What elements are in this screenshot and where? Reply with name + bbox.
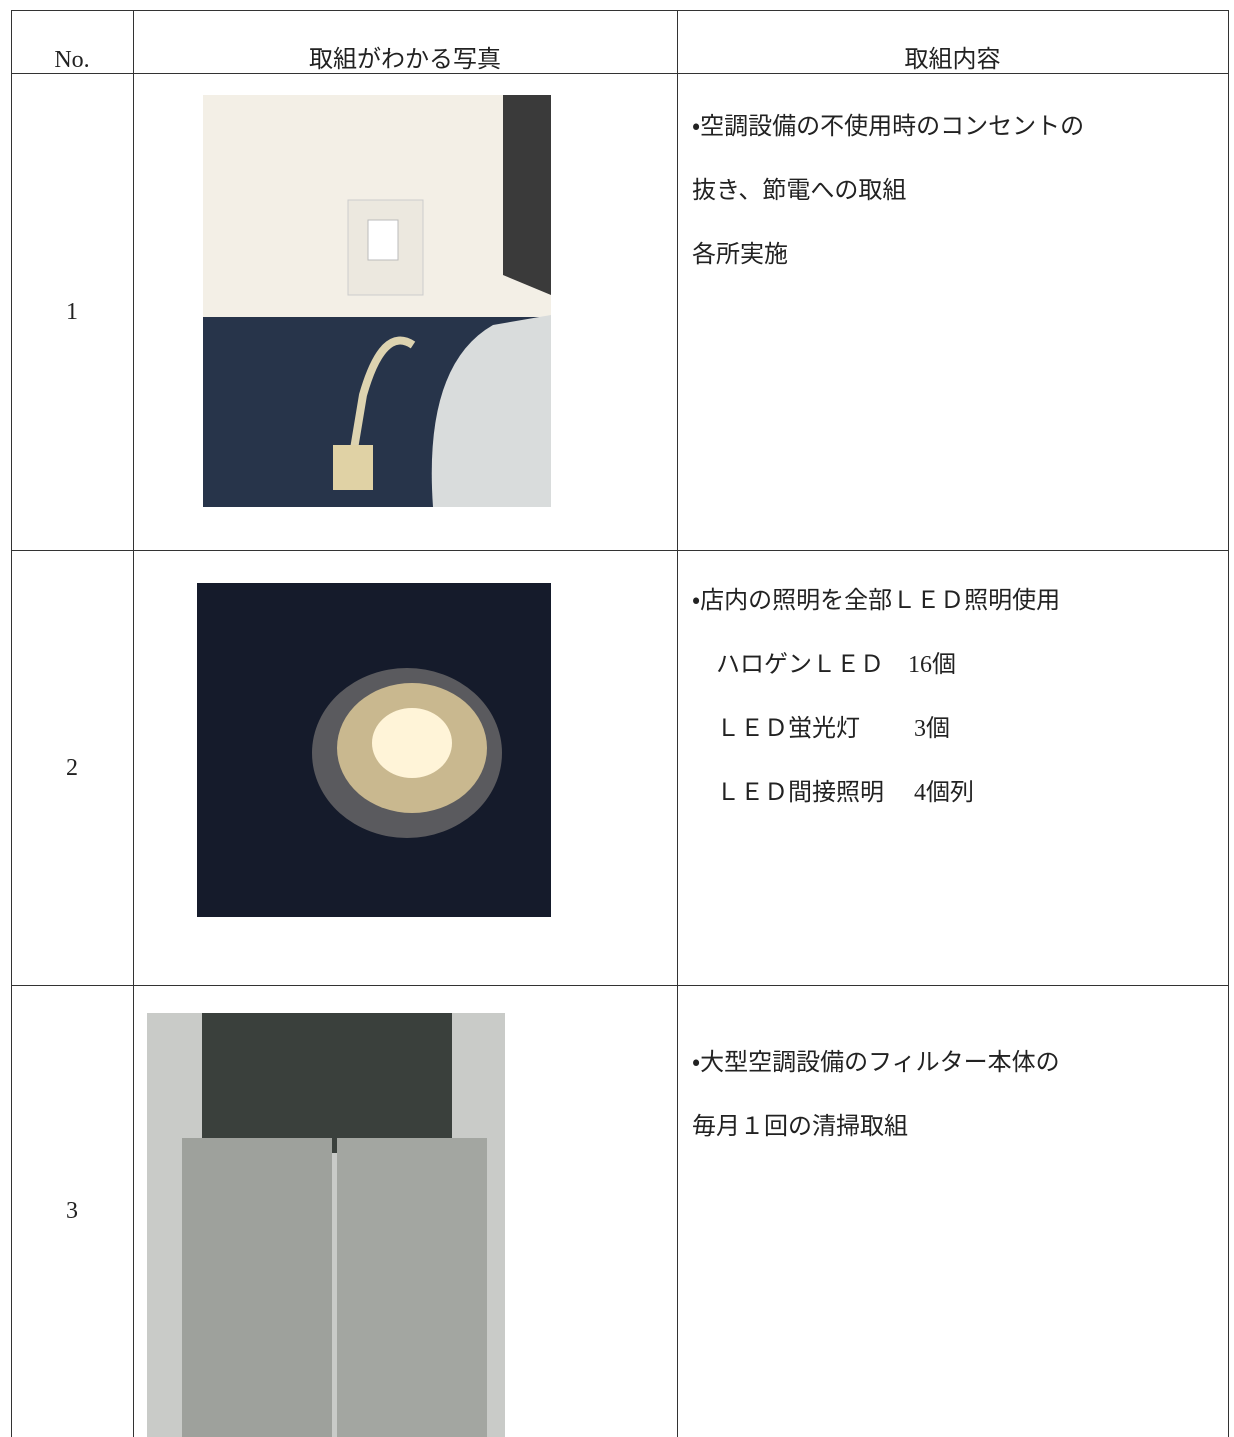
row-number: 2 bbox=[66, 754, 78, 781]
content-line: ・空調設備の不使用時のコンセントの bbox=[692, 114, 1085, 140]
content-line: 毎月１回の清掃取組 bbox=[692, 1114, 908, 1140]
content-line: ＬＥＤ蛍光灯 3個 bbox=[692, 716, 950, 742]
border bbox=[11, 985, 1228, 986]
photo-filters bbox=[147, 1013, 505, 1437]
photo-outlet bbox=[203, 95, 551, 507]
border bbox=[11, 10, 12, 1437]
border bbox=[1228, 10, 1229, 1437]
content-line: 各所実施 bbox=[692, 242, 788, 268]
content-line: 抜き、節電への取組 bbox=[692, 178, 907, 204]
header-cell: 取組がわかる写真 bbox=[309, 47, 501, 73]
border bbox=[677, 10, 678, 1437]
row-number: 1 bbox=[66, 298, 78, 325]
border bbox=[11, 550, 1228, 551]
border bbox=[11, 10, 1228, 11]
content-line: ・大型空調設備のフィルター本体の bbox=[692, 1050, 1060, 1076]
border bbox=[133, 10, 134, 1437]
content-line: ・店内の照明を全部ＬＥＤ照明使用 bbox=[692, 588, 1061, 614]
content-line: ＬＥＤ間接照明 4個列 bbox=[692, 780, 974, 806]
photo-led bbox=[197, 583, 551, 917]
row-number: 3 bbox=[66, 1198, 78, 1224]
header-cell: 取組内容 bbox=[904, 47, 1001, 73]
content-line: ハロゲンＬＥＤ 16個 bbox=[692, 652, 956, 678]
header-cell: No. bbox=[54, 47, 90, 73]
border bbox=[11, 73, 1228, 74]
